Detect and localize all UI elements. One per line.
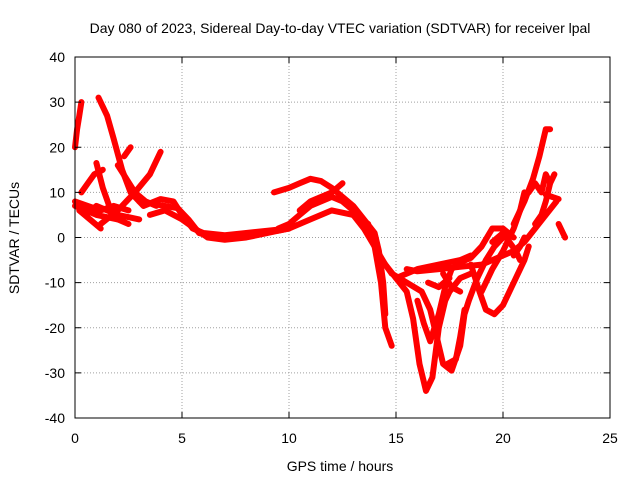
y-tick-label: 40	[49, 49, 65, 65]
satellite-track	[121, 144, 134, 160]
satellite-track	[76, 207, 104, 232]
satellite-track	[425, 275, 453, 291]
grid	[75, 57, 610, 418]
satellite-track	[97, 148, 164, 227]
satellite-track	[296, 180, 346, 214]
satellite-track	[414, 225, 517, 345]
y-tick-label: -40	[45, 410, 65, 426]
satellite-track	[555, 221, 569, 241]
satellite-track	[444, 306, 468, 367]
y-tick-label: 30	[49, 94, 65, 110]
satellite-track	[146, 207, 372, 243]
satellite-track	[72, 198, 132, 214]
satellite-track	[275, 193, 395, 349]
y-tick-label: -10	[45, 275, 65, 291]
x-tick-label: 10	[281, 430, 297, 446]
satellite-track	[510, 126, 554, 227]
satellite-track	[532, 171, 558, 227]
x-tick-label: 5	[178, 430, 186, 446]
satellite-track	[350, 211, 474, 394]
y-tick-label: -30	[45, 365, 65, 381]
satellite-track	[510, 234, 528, 259]
data-series	[72, 94, 569, 394]
x-tick-label: 25	[602, 430, 618, 446]
axis-ticks: 0 5 10 15 20 25 -40 -30 -20 -10 0 10 20 30 40	[45, 49, 618, 446]
chart-title: Day 080 of 2023, Sidereal Day-to-day VTE…	[90, 20, 591, 36]
y-tick-label: -20	[45, 320, 65, 336]
satellite-track	[403, 198, 560, 275]
plot-frame	[74, 56, 611, 419]
y-tick-label: 0	[57, 230, 65, 246]
y-tick-label: 10	[49, 184, 65, 200]
x-tick-label: 0	[71, 430, 79, 446]
satellite-track	[467, 243, 532, 318]
y-tick-label: 20	[49, 139, 65, 155]
x-axis-label: GPS time / hours	[287, 458, 394, 474]
satellite-track	[72, 99, 85, 151]
y-axis-label: SDTVAR / TECUs	[6, 182, 22, 294]
x-tick-label: 15	[388, 430, 404, 446]
satellite-track	[525, 171, 554, 196]
x-tick-label: 20	[495, 430, 511, 446]
satellite-track	[542, 191, 562, 203]
